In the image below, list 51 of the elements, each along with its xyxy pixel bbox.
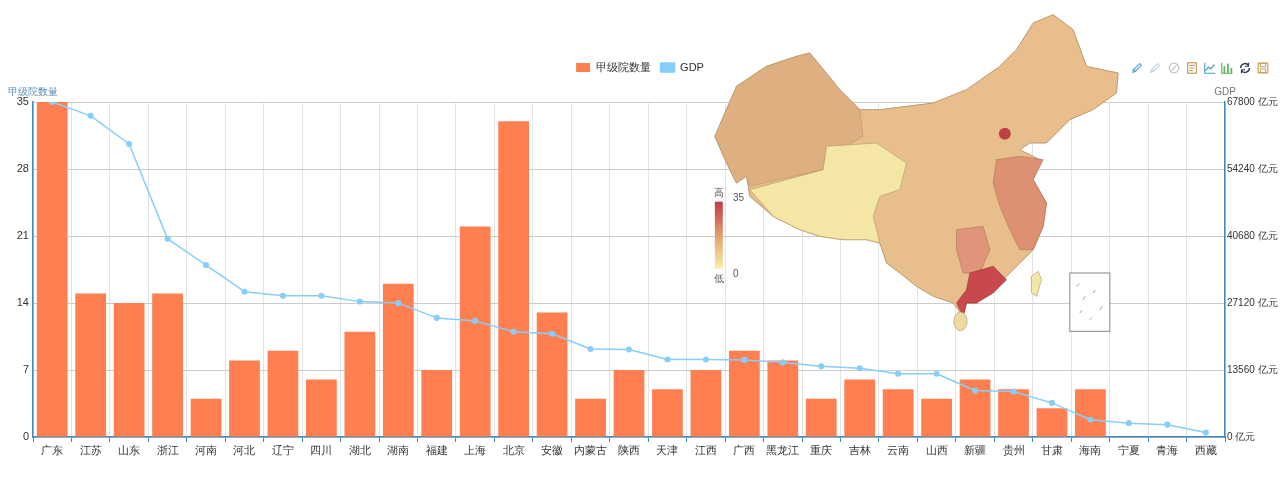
x-tick-label: 青海 xyxy=(1156,443,1179,456)
x-tick-label: 内蒙古 xyxy=(574,443,608,456)
x-tick-label: 安徽 xyxy=(541,443,564,456)
x-tick-label: 云南 xyxy=(887,443,910,456)
x-tick-label: 山西 xyxy=(925,443,948,456)
x-tick-label: 陕西 xyxy=(618,443,640,456)
y-tick-label: 0 xyxy=(22,430,29,443)
x-tick-label: 湖北 xyxy=(348,443,371,456)
x-tick-label: 黑龙江 xyxy=(766,443,800,456)
x-tick-label: 河南 xyxy=(195,443,218,456)
x-tick-label: 四川 xyxy=(310,443,333,456)
x-tick-label: 重庆 xyxy=(810,443,833,456)
x-tick-label: 贵州 xyxy=(1002,443,1025,456)
x-tick-label: 江西 xyxy=(694,443,717,456)
x-tick-label: 甘肃 xyxy=(1040,443,1063,456)
y2-tick-label: 40680 亿元 xyxy=(1227,229,1278,241)
y2-tick-label: 27120 亿元 xyxy=(1227,296,1278,308)
x-tick-label: 宁夏 xyxy=(1117,443,1140,456)
y-tick-label: 35 xyxy=(16,95,29,108)
annotation: 高 xyxy=(714,186,724,198)
x-tick-label: 福建 xyxy=(425,443,448,456)
y-tick-label: 7 xyxy=(22,363,29,376)
x-tick-label: 新疆 xyxy=(964,443,987,456)
y-tick-label: 28 xyxy=(16,162,29,175)
x-tick-label: 吉林 xyxy=(848,443,871,456)
x-tick-label: 北京 xyxy=(502,443,525,456)
x-tick-label: 广东 xyxy=(41,443,64,456)
y2-tick-label: 13560 亿元 xyxy=(1227,363,1278,375)
y-tick-label: 21 xyxy=(16,229,29,242)
annotation: 低 xyxy=(714,272,724,284)
x-tick-label: 天津 xyxy=(656,443,679,456)
legend-label: GDP xyxy=(680,60,704,73)
y2-tick-label: 0 亿元 xyxy=(1227,430,1256,442)
y2-tick-label: 67800 亿元 xyxy=(1227,95,1278,107)
x-tick-label: 辽宁 xyxy=(271,443,294,456)
x-tick-label: 河北 xyxy=(233,443,256,456)
annotation: 35 xyxy=(733,191,745,203)
x-tick-label: 山东 xyxy=(118,443,141,456)
y-tick-label: 14 xyxy=(16,296,29,309)
annotation: 0 xyxy=(733,267,739,279)
legend-label: 甲级院数量 xyxy=(595,60,651,73)
x-tick-label: 上海 xyxy=(464,443,487,456)
y2-tick-label: 54240 亿元 xyxy=(1227,162,1278,174)
y-axis-title: 甲级院数量 xyxy=(8,85,58,97)
y2-axis-title: GDP xyxy=(1214,85,1237,97)
x-tick-label: 西藏 xyxy=(1194,443,1217,456)
x-tick-label: 海南 xyxy=(1079,443,1102,456)
x-tick-label: 浙江 xyxy=(156,443,179,456)
x-tick-label: 江苏 xyxy=(79,443,102,456)
x-tick-label: 湖南 xyxy=(387,443,410,456)
x-tick-label: 广西 xyxy=(733,443,756,456)
